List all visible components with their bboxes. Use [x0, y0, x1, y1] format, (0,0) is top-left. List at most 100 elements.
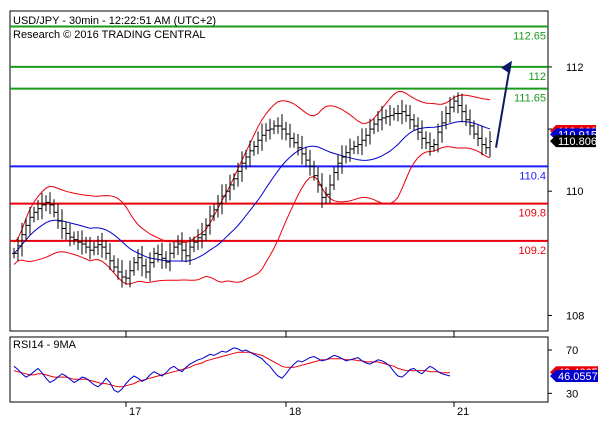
ohlc-bar [216, 194, 220, 218]
ohlc-bar [372, 118, 376, 135]
rsi-tick-label: 70 [566, 345, 578, 357]
ohlc-bar [368, 118, 372, 145]
ohlc-bar [184, 243, 188, 263]
ohlc-bar [196, 229, 200, 250]
ohlc-bar [76, 230, 80, 250]
rsi-value-box-label: 46.0557 [558, 371, 598, 383]
ohlc-bar [280, 114, 284, 140]
ohlc-bar [468, 109, 472, 136]
ohlc-bar [416, 117, 420, 140]
price-tick-label: 112 [566, 62, 584, 74]
ohlc-bar [248, 140, 252, 167]
ohlc-bar [396, 104, 400, 122]
ohlc-bar [96, 235, 100, 255]
ohlc-bar [428, 132, 432, 156]
ohlc-bar [228, 174, 232, 201]
ohlc-bar [404, 104, 408, 122]
ohlc-bar [220, 184, 224, 215]
ohlc-bar [188, 236, 192, 266]
ohlc-bar [424, 131, 428, 150]
ohlc-bar [24, 218, 28, 242]
ohlc-bar [408, 105, 412, 129]
rsi-value-box: 46.0557 [550, 369, 598, 383]
ohlc-bar [392, 107, 396, 121]
ohlc-bar [120, 260, 124, 288]
ohlc-bar [312, 160, 316, 181]
rsi-ma-line [13, 351, 450, 388]
ohlc-bar [292, 132, 296, 148]
ohlc-bar [484, 137, 488, 155]
ohlc-bar [276, 117, 280, 134]
ohlc-bar [92, 241, 96, 256]
ohlc-bar [40, 193, 44, 220]
ohlc-bar [460, 93, 464, 123]
ohlc-bar [20, 222, 24, 257]
ohlc-bar [16, 237, 20, 262]
price-tick-label: 110 [566, 186, 584, 198]
ohlc-bar [224, 184, 228, 203]
ohlc-bar [260, 123, 264, 151]
ohlc-bar [476, 125, 480, 147]
resistance-label: 112 [528, 71, 546, 83]
price-value-box: 110.806 [550, 135, 597, 148]
ohlc-bar [336, 154, 340, 181]
ohlc-bar [296, 134, 300, 156]
ohlc-bar [104, 239, 108, 260]
ohlc-bar [256, 131, 260, 155]
ohlc-bar [356, 135, 360, 155]
ohlc-bar [88, 236, 92, 260]
ohlc-bar [376, 111, 380, 132]
ohlc-bar [348, 138, 352, 162]
resistance-label: 112.65 [513, 31, 546, 43]
ohlc-bar [344, 145, 348, 164]
ohlc-bar [448, 97, 452, 123]
ohlc-bar [180, 232, 184, 261]
ohlc-bar [156, 244, 160, 263]
ohlc-bar [464, 104, 468, 127]
ohlc-bar [32, 206, 36, 223]
moving-average-line [13, 120, 491, 262]
rsi-tick-label: 30 [566, 388, 578, 400]
ohlc-bar [208, 205, 212, 235]
forecast-arrow-shaft [495, 65, 511, 148]
ohlc-bar [308, 149, 312, 176]
rsi-panel [9, 336, 549, 403]
ohlc-bar [284, 121, 288, 141]
ohlc-bar [388, 105, 392, 126]
ohlc-bar [452, 95, 456, 113]
price-panel [9, 10, 549, 332]
ohlc-bar [412, 114, 416, 131]
ohlc-bar [444, 106, 448, 130]
ohlc-bar [332, 166, 336, 191]
ohlc-bar [204, 218, 208, 242]
ohlc-bar [140, 245, 144, 277]
ohlc-bar [328, 174, 332, 204]
ohlc-bar [132, 257, 136, 276]
support-label: 109.8 [518, 208, 546, 220]
ohlc-bar [68, 223, 72, 247]
ohlc-bar [360, 128, 364, 156]
price-value-box-shape [550, 135, 596, 148]
ohlc-bar [112, 255, 116, 273]
ohlc-bar [480, 126, 484, 156]
ohlc-bar [340, 145, 344, 174]
ohlc-bar [244, 149, 248, 170]
ohlc-bar [288, 123, 292, 148]
ohlc-bar [300, 135, 304, 165]
ohlc-bar [364, 128, 368, 147]
ohlc-bar [252, 140, 256, 156]
ohlc-bar [304, 146, 308, 167]
price-value-box-label: 110.806 [558, 136, 597, 148]
ohlc-bar [108, 243, 112, 271]
ohlc-bar [36, 199, 40, 221]
ohlc-bar [352, 140, 356, 154]
ohlc-bar [52, 199, 56, 218]
ohlc-bar [44, 195, 48, 212]
ohlc-bar [28, 207, 32, 235]
ohlc-bar [420, 120, 424, 150]
chart-header-copyright: Research © 2016 TRADING CENTRAL [13, 29, 206, 41]
ohlc-bar [200, 222, 204, 249]
forecast-arrow-head [501, 60, 512, 74]
ohlc-bar [148, 252, 152, 282]
ohlc-bar [64, 221, 68, 240]
